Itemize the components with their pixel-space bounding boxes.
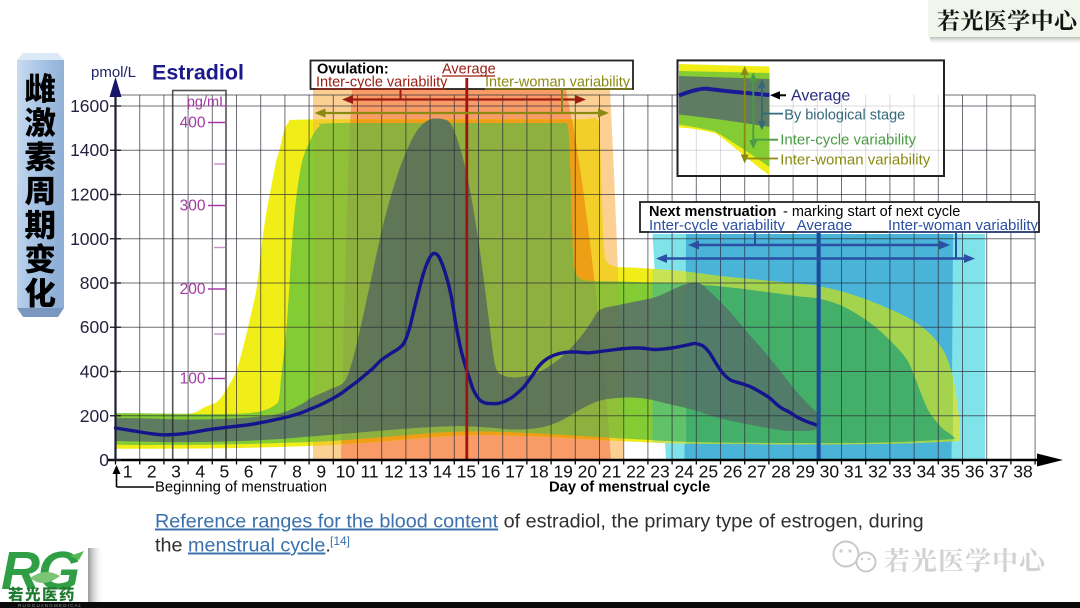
svg-text:400: 400 <box>180 115 206 132</box>
svg-text:0: 0 <box>99 450 109 470</box>
svg-text:31: 31 <box>844 462 863 482</box>
svg-text:[14]: [14] <box>330 534 350 548</box>
svg-text:Inter-cycle variability: Inter-cycle variability <box>780 132 916 149</box>
svg-text:33: 33 <box>892 462 911 482</box>
svg-text:Estradiol: Estradiol <box>152 61 244 85</box>
svg-text:37: 37 <box>989 462 1008 482</box>
svg-text:100: 100 <box>180 371 206 388</box>
svg-text:19: 19 <box>553 462 572 482</box>
svg-text:6: 6 <box>244 462 254 482</box>
svg-text:200: 200 <box>180 281 206 298</box>
svg-text:5: 5 <box>220 462 230 482</box>
svg-text:- marking start of next cycle: - marking start of next cycle <box>783 204 960 220</box>
svg-text:21: 21 <box>602 462 621 482</box>
svg-text:pg/mL: pg/mL <box>187 95 227 111</box>
svg-text:28: 28 <box>771 462 790 482</box>
svg-text:29: 29 <box>795 462 814 482</box>
svg-text:R U O G U A N G M E D I C A: R U O G U A N G M E D I C A L <box>18 603 82 608</box>
svg-text:10: 10 <box>336 462 356 482</box>
svg-text:Reference ranges for the blood: Reference ranges for the blood content o… <box>155 511 924 533</box>
svg-text:30: 30 <box>820 462 840 482</box>
svg-text:17: 17 <box>505 462 524 482</box>
svg-text:27: 27 <box>747 462 766 482</box>
svg-text:the menstrual cycle.: the menstrual cycle. <box>155 535 331 557</box>
svg-text:3: 3 <box>171 462 181 482</box>
svg-text:32: 32 <box>868 462 887 482</box>
svg-text:23: 23 <box>650 462 669 482</box>
svg-text:9: 9 <box>316 462 326 482</box>
svg-text:13: 13 <box>408 462 427 482</box>
svg-text:20: 20 <box>578 462 598 482</box>
svg-text:Inter-woman variability: Inter-woman variability <box>888 217 1039 234</box>
svg-text:1400: 1400 <box>70 140 109 160</box>
svg-text:200: 200 <box>80 406 109 426</box>
svg-text:By biological stage: By biological stage <box>784 108 905 124</box>
svg-text:Beginning of menstruation: Beginning of menstruation <box>155 480 327 496</box>
svg-text:Next menstruation: Next menstruation <box>649 204 776 220</box>
svg-text:Average: Average <box>442 62 496 78</box>
svg-text:36: 36 <box>965 462 984 482</box>
svg-text:1600: 1600 <box>70 96 109 116</box>
svg-text:Inter-woman variability: Inter-woman variability <box>780 152 931 169</box>
svg-text:Day of menstrual cycle: Day of menstrual cycle <box>549 480 710 496</box>
svg-text:7: 7 <box>268 462 278 482</box>
svg-text:Inter-woman variability: Inter-woman variability <box>485 75 631 91</box>
svg-text:8: 8 <box>292 462 302 482</box>
svg-text:35: 35 <box>941 462 960 482</box>
svg-text:Average: Average <box>791 88 850 105</box>
svg-text:1200: 1200 <box>70 185 109 205</box>
svg-text:1: 1 <box>123 462 133 482</box>
svg-text:4: 4 <box>195 462 205 482</box>
svg-text:38: 38 <box>1013 462 1032 482</box>
svg-text:Inter-cycle variability: Inter-cycle variability <box>316 75 448 91</box>
svg-text:25: 25 <box>699 462 718 482</box>
svg-text:11: 11 <box>361 462 379 482</box>
svg-text:Average: Average <box>797 217 853 234</box>
svg-text:1000: 1000 <box>70 229 109 249</box>
svg-text:800: 800 <box>80 273 109 293</box>
svg-text:34: 34 <box>916 462 936 482</box>
svg-text:24: 24 <box>674 462 694 482</box>
svg-text:26: 26 <box>723 462 742 482</box>
svg-text:18: 18 <box>529 462 548 482</box>
svg-text:300: 300 <box>180 198 206 215</box>
svg-text:14: 14 <box>432 462 452 482</box>
svg-text:12: 12 <box>384 462 403 482</box>
svg-text:15: 15 <box>457 462 476 482</box>
svg-text:Inter-cycle variability: Inter-cycle variability <box>649 217 785 234</box>
svg-text:Ovulation:: Ovulation: <box>317 62 389 78</box>
svg-text:600: 600 <box>80 317 109 337</box>
svg-text:pmol/L: pmol/L <box>91 64 136 81</box>
svg-text:2: 2 <box>147 462 157 482</box>
svg-text:400: 400 <box>80 362 109 382</box>
svg-text:22: 22 <box>626 462 645 482</box>
svg-text:16: 16 <box>481 462 500 482</box>
